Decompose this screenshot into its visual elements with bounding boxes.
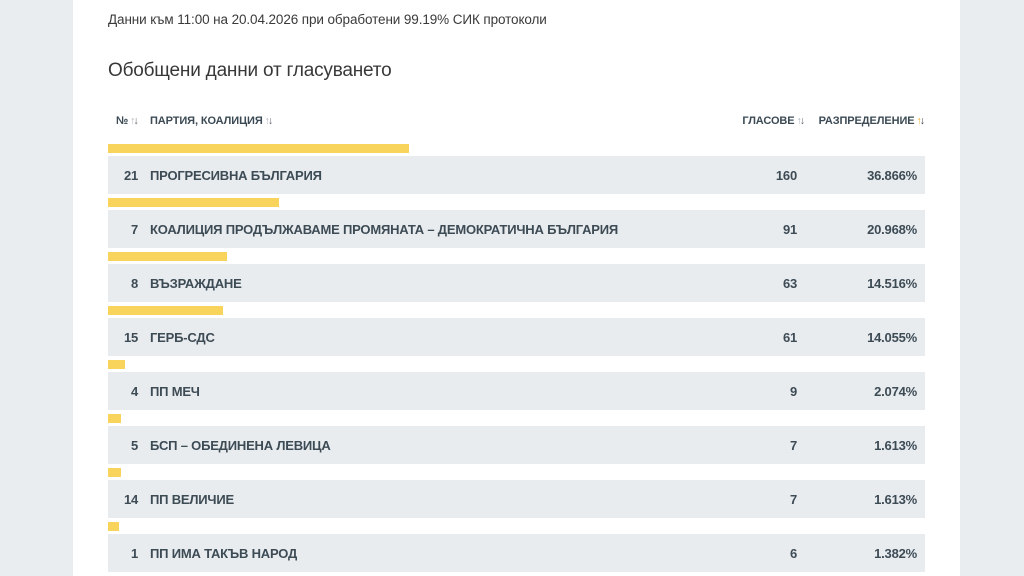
- party-number-cell: 5: [130, 437, 138, 453]
- vote-share-bar: [108, 414, 122, 423]
- party-number-cell: 4: [130, 383, 138, 399]
- votes-cell: 7: [789, 491, 797, 507]
- vote-share-bar: [108, 144, 410, 153]
- result-row-group: 4 ПП МЕЧ 9 2.074%: [108, 360, 925, 410]
- party-name-cell: КОАЛИЦИЯ ПРОДЪЛЖАВАМЕ ПРОМЯНАТА – ДЕМОКР…: [150, 221, 619, 237]
- percent-cell: 2.074%: [874, 383, 917, 399]
- party-name-cell: ПП ВЕЛИЧИЕ: [150, 491, 234, 507]
- column-header-party[interactable]: ПАРТИЯ, КОАЛИЦИЯ ↑ ↓: [150, 115, 703, 127]
- votes-cell: 61: [782, 329, 797, 345]
- data-timestamp-line: Данни към 11:00 на 20.04.2026 при обрабо…: [108, 12, 547, 27]
- vote-share-bar-track: [108, 360, 925, 369]
- vote-share-bar: [108, 468, 122, 477]
- percent-cell: 1.382%: [874, 545, 917, 561]
- sort-asc-icon[interactable]: ↑: [796, 115, 802, 127]
- percent-cell: 20.968%: [867, 221, 917, 237]
- result-row-group: 15 ГЕРБ-СДС 61 14.055%: [108, 306, 925, 356]
- sort-asc-icon[interactable]: ↑: [130, 115, 135, 127]
- column-header-votes[interactable]: ГЛАСОВЕ ↑ ↓: [715, 115, 805, 127]
- vote-share-bar: [108, 198, 280, 207]
- page-title: Обобщени данни от гласуването: [108, 60, 392, 81]
- content-card: Данни към 11:00 на 20.04.2026 при обрабо…: [73, 0, 960, 576]
- column-header-label: ГЛАСОВЕ: [742, 115, 795, 127]
- table-row: 7 КОАЛИЦИЯ ПРОДЪЛЖАВАМЕ ПРОМЯНАТА – ДЕМО…: [108, 210, 925, 248]
- party-number-cell: 1: [130, 545, 138, 561]
- column-header-label: РАЗПРЕДЕЛЕНИЕ: [818, 115, 915, 127]
- table-row: 8 ВЪЗРАЖДАНЕ 63 14.516%: [108, 264, 925, 302]
- result-row-group: 5 БСП – ОБЕДИНЕНА ЛЕВИЦА 7 1.613%: [108, 414, 925, 464]
- vote-share-bar-track: [108, 198, 925, 207]
- party-name-cell: ПП МЕЧ: [150, 383, 200, 399]
- votes-cell: 9: [789, 383, 797, 399]
- party-number-cell: 15: [123, 329, 138, 345]
- vote-share-bar: [108, 252, 227, 261]
- votes-cell: 63: [782, 275, 797, 291]
- sort-desc-icon[interactable]: ↓: [799, 115, 805, 127]
- result-row-group: 21 ПРОГРЕСИВНА БЪЛГАРИЯ 160 36.866%: [108, 144, 925, 194]
- party-name-cell: ВЪЗРАЖДАНЕ: [150, 275, 242, 291]
- table-row: 15 ГЕРБ-СДС 61 14.055%: [108, 318, 925, 356]
- percent-cell: 14.516%: [867, 275, 917, 291]
- sort-asc-icon[interactable]: ↑: [916, 115, 922, 127]
- results-table: № ↑ ↓ ПАРТИЯ, КОАЛИЦИЯ ↑ ↓ ГЛАСОВЕ ↑ ↓ РАЗП…: [108, 112, 925, 572]
- sort-icons[interactable]: ↑ ↓: [130, 115, 139, 127]
- column-header-number[interactable]: № ↑ ↓: [116, 115, 139, 127]
- table-body: 21 ПРОГРЕСИВНА БЪЛГАРИЯ 160 36.866% 7 КО…: [108, 144, 925, 572]
- result-row-group: 8 ВЪЗРАЖДАНЕ 63 14.516%: [108, 252, 925, 302]
- vote-share-bar-track: [108, 522, 925, 531]
- sort-desc-icon[interactable]: ↓: [133, 115, 138, 127]
- sort-desc-icon[interactable]: ↓: [919, 115, 925, 127]
- party-number-cell: 7: [130, 221, 138, 237]
- votes-cell: 7: [789, 437, 797, 453]
- sort-asc-icon[interactable]: ↑: [264, 115, 270, 127]
- table-row: 14 ПП ВЕЛИЧИЕ 7 1.613%: [108, 480, 925, 518]
- votes-cell: 91: [782, 221, 797, 237]
- result-row-group: 1 ПП ИМА ТАКЪВ НАРОД 6 1.382%: [108, 522, 925, 572]
- table-header-row: № ↑ ↓ ПАРТИЯ, КОАЛИЦИЯ ↑ ↓ ГЛАСОВЕ ↑ ↓ РАЗП…: [108, 112, 925, 130]
- party-name-cell: БСП – ОБЕДИНЕНА ЛЕВИЦА: [150, 437, 331, 453]
- table-row: 4 ПП МЕЧ 9 2.074%: [108, 372, 925, 410]
- party-name-cell: ПРОГРЕСИВНА БЪЛГАРИЯ: [150, 167, 322, 183]
- result-row-group: 7 КОАЛИЦИЯ ПРОДЪЛЖАВАМЕ ПРОМЯНАТА – ДЕМО…: [108, 198, 925, 248]
- percent-cell: 36.866%: [867, 167, 917, 183]
- sort-icons[interactable]: ↑ ↓: [917, 115, 926, 127]
- sort-desc-icon[interactable]: ↓: [267, 115, 273, 127]
- sort-icons[interactable]: ↑ ↓: [797, 115, 806, 127]
- vote-share-bar-track: [108, 468, 925, 477]
- table-row: 5 БСП – ОБЕДИНЕНА ЛЕВИЦА 7 1.613%: [108, 426, 925, 464]
- party-number-cell: 8: [130, 275, 138, 291]
- column-header-distribution[interactable]: РАЗПРЕДЕЛЕНИЕ ↑ ↓: [817, 115, 926, 127]
- sort-icons[interactable]: ↑ ↓: [265, 115, 274, 127]
- vote-share-bar-track: [108, 306, 925, 315]
- vote-share-bar: [108, 306, 223, 315]
- votes-cell: 6: [789, 545, 797, 561]
- table-row: 21 ПРОГРЕСИВНА БЪЛГАРИЯ 160 36.866%: [108, 156, 925, 194]
- table-row: 1 ПП ИМА ТАКЪВ НАРОД 6 1.382%: [108, 534, 925, 572]
- percent-cell: 1.613%: [874, 491, 917, 507]
- party-number-cell: 14: [123, 491, 138, 507]
- vote-share-bar-track: [108, 144, 925, 153]
- vote-share-bar: [108, 522, 120, 531]
- vote-share-bar-track: [108, 414, 925, 423]
- percent-cell: 1.613%: [874, 437, 917, 453]
- party-name-cell: ПП ИМА ТАКЪВ НАРОД: [150, 545, 298, 561]
- party-name-cell: ГЕРБ-СДС: [150, 329, 215, 345]
- result-row-group: 14 ПП ВЕЛИЧИЕ 7 1.613%: [108, 468, 925, 518]
- percent-cell: 14.055%: [867, 329, 917, 345]
- party-number-cell: 21: [123, 167, 138, 183]
- vote-share-bar-track: [108, 252, 925, 261]
- votes-cell: 160: [775, 167, 797, 183]
- column-header-label: №: [116, 115, 129, 127]
- vote-share-bar: [108, 360, 125, 369]
- column-header-label: ПАРТИЯ, КОАЛИЦИЯ: [150, 115, 263, 127]
